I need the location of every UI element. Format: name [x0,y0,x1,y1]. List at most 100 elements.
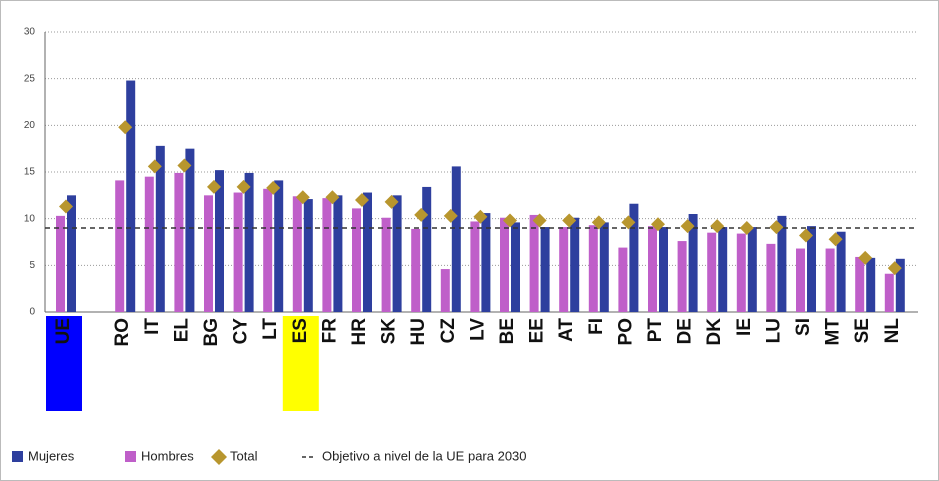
legend-label: Objetivo a nivel de la UE para 2030 [322,448,527,463]
total-marker [739,221,754,235]
bar [67,195,76,312]
x-tick-label: IE [734,318,755,336]
x-tick-label: BE [497,318,518,344]
total-marker [503,213,517,228]
bar [529,214,539,312]
legend-label: Total [230,448,258,463]
x-tick-label: EL [171,318,192,343]
bar [155,145,165,312]
total-marker [236,179,251,194]
bar [777,215,787,312]
total-marker [473,209,488,224]
bar [796,248,805,312]
total-marker [769,220,784,235]
x-tick-label: LV [467,318,488,341]
total-marker [325,190,340,205]
x-tick-label: LT [260,318,281,340]
total-marker [443,208,458,223]
x-tick-label: HR [349,318,370,346]
x-tick-label: DK [704,318,725,346]
bar [500,217,509,312]
x-tick-label: FR [319,318,340,344]
total-marker [828,232,843,247]
total-marker [266,180,281,195]
total-marker [177,158,192,173]
total-marker [118,120,133,135]
total-marker [562,213,577,228]
bar [511,222,520,312]
bar [126,80,136,313]
x-tick-label: HU [408,318,429,345]
bar [392,195,402,312]
total-marker [384,194,399,209]
x-tick-label: MT [823,318,844,346]
total-marker [147,159,162,174]
y-tick-label: 5 [29,260,35,271]
bar [677,241,687,312]
bar [825,248,835,312]
bar [559,227,569,312]
total-marker [799,228,813,243]
total-marker [680,219,695,234]
bar [451,166,461,312]
total-marker [207,179,221,194]
bar [244,172,254,312]
bar [422,186,432,312]
x-tick-label: CY [231,318,252,345]
x-tick-label: BG [201,318,222,347]
y-tick-label: 15 [24,167,36,178]
bar [588,225,598,312]
x-tick-label: EE [527,318,548,343]
bar [570,217,580,312]
x-tick-label: RO [112,318,133,347]
bar [56,215,65,312]
bar [292,196,302,312]
bar [381,217,391,312]
x-tick-label: AT [556,318,577,342]
bar [807,226,816,312]
bar [718,227,728,312]
x-tick-label: DE [675,318,696,344]
legend-swatch [211,449,227,465]
bar [855,256,865,312]
bar [884,273,894,312]
x-tick-label: SI [793,318,814,336]
total-marker [355,193,369,207]
y-tick-label: 30 [24,27,36,38]
bar [766,243,776,312]
bar [363,192,372,312]
bar [185,148,195,312]
total-marker [887,261,902,276]
bar [540,227,550,312]
total-marker [532,213,547,228]
y-tick-label: 25 [24,73,36,84]
y-tick-label: 10 [24,213,36,224]
bar [352,208,361,312]
total-marker [651,217,665,232]
bar [322,198,332,312]
bar [115,180,125,312]
x-tick-label: SK [379,318,400,345]
x-tick-label: SE [852,318,873,343]
total-marker [710,219,725,234]
legend-label: Mujeres [28,448,75,463]
category-highlight [282,316,319,411]
x-tick-label: PT [645,318,666,343]
x-tick-label: PO [615,318,636,345]
bar [659,227,668,312]
bar [411,228,421,312]
total-marker [591,215,606,230]
bar [618,247,628,312]
bar [263,188,273,312]
x-tick-label: NL [882,318,903,344]
x-tick-label: ES [290,318,311,343]
legend-label: Hombres [141,448,194,463]
bar [599,222,609,312]
x-tick-label: LU [763,318,784,343]
bar [895,258,905,312]
bar [303,199,313,312]
bar [866,257,876,312]
total-marker [59,199,73,214]
